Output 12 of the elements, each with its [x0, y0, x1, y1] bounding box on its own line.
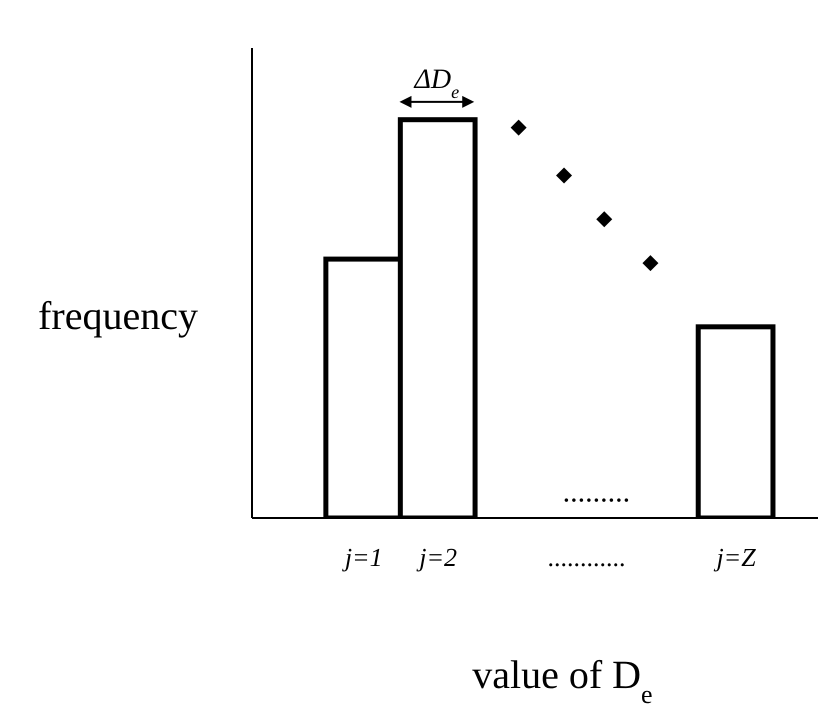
y-axis-title: frequency — [38, 292, 198, 338]
annotation: ......... — [562, 476, 630, 509]
x-tick-label: j=2 — [416, 543, 458, 572]
point — [596, 211, 612, 228]
point — [510, 120, 527, 136]
point — [556, 167, 572, 184]
text: ΔD$_{e}$ — [413, 64, 460, 102]
x-tick-label: ............ — [548, 543, 626, 572]
x-axis-title: value of D$_{e}$ — [472, 652, 653, 708]
point — [642, 255, 658, 272]
x-tick-label: j=1 — [342, 543, 383, 572]
x-tick-label: j=Z — [713, 543, 756, 572]
